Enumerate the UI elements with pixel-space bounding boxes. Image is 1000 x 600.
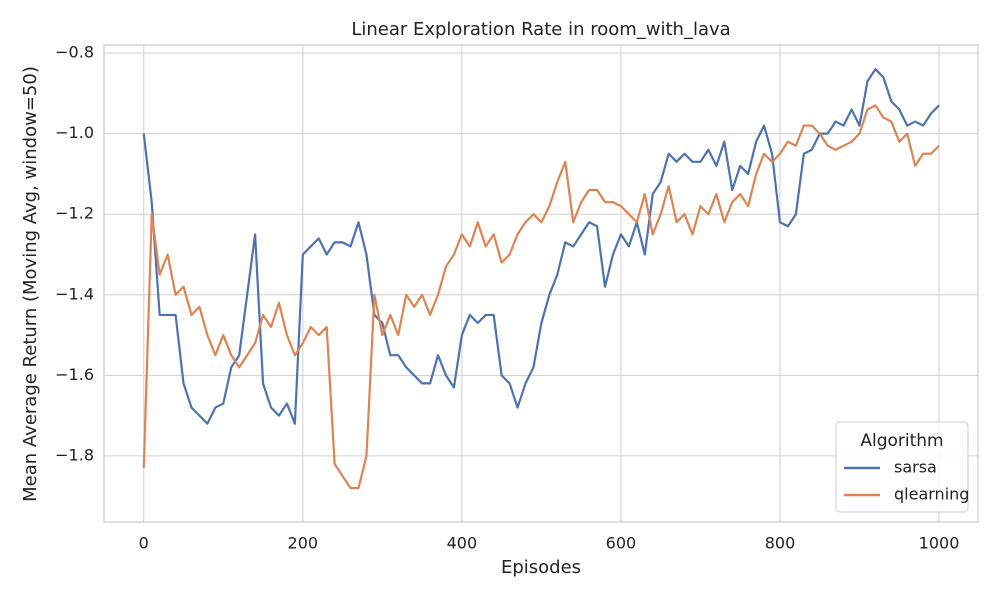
plot-frame [103,44,979,523]
line-series [142,68,940,425]
legend-box [835,421,969,513]
line-series [142,104,940,490]
y-tick-label: −1.4 [55,284,94,303]
chart-title: Linear Exploration Rate in room_with_lav… [351,19,730,40]
x-tick-label: 600 [606,534,637,553]
y-tick-label: −1.2 [55,204,94,223]
x-tick-label: 800 [765,534,796,553]
y-tick-label: −0.8 [55,43,94,62]
y-axis-label: Mean Average Return (Moving Avg, window=… [20,66,41,502]
legend: Algorithm sarsa qlearning [835,421,969,513]
legend-label: sarsa [894,458,937,477]
y-tick-label: −1.8 [55,445,94,464]
x-tick-label: 200 [288,534,319,553]
legend-title: Algorithm [860,431,943,451]
x-tick-label: 0 [139,534,149,553]
x-tick-label: 1000 [919,534,960,553]
x-tick-label: 400 [447,534,478,553]
y-tick-label: −1.6 [55,365,94,384]
x-axis-label: Episodes [501,557,581,578]
legend-label: qlearning [894,485,969,504]
y-tick-label: −1.0 [55,123,94,142]
